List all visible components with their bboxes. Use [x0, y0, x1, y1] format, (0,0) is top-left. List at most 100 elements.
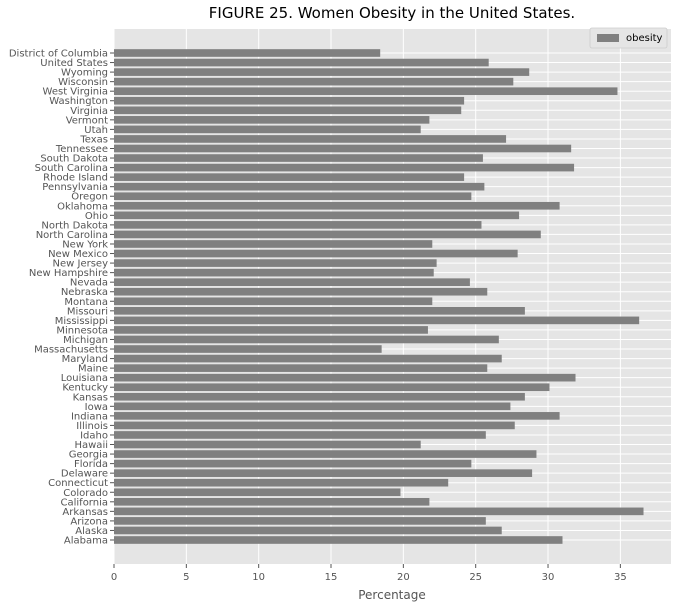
- bar: [114, 287, 488, 296]
- bar: [114, 96, 465, 105]
- x-tick-label: 30: [542, 572, 555, 583]
- bar: [114, 431, 486, 439]
- bar: [114, 421, 515, 430]
- bars: [114, 49, 644, 544]
- y-tick-label: Alaska: [75, 526, 108, 537]
- bar: [114, 526, 502, 535]
- y-tick-label: New Hampshire: [29, 268, 108, 279]
- y-tick-label: New York: [62, 239, 108, 250]
- bar: [114, 49, 381, 57]
- y-tick-label: Rhode Island: [43, 173, 108, 184]
- bar: [114, 249, 518, 258]
- bar: [114, 278, 470, 286]
- y-tick-label: Wyoming: [61, 68, 108, 79]
- bar: [114, 392, 525, 401]
- bar: [114, 335, 499, 344]
- y-tick-label: Nevada: [70, 278, 108, 289]
- bar: [114, 412, 560, 420]
- bar: [114, 450, 537, 458]
- bar: [114, 173, 465, 181]
- y-tick-label: South Carolina: [35, 163, 108, 174]
- x-tick-label: 10: [252, 572, 265, 583]
- y-tick-label: New Mexico: [48, 249, 108, 260]
- bar: [114, 383, 550, 392]
- bar: [114, 517, 486, 525]
- chart-title: FIGURE 25. Women Obesity in the United S…: [209, 4, 575, 22]
- y-tick-label: Indiana: [71, 411, 108, 422]
- y-tick-label: Nebraska: [61, 287, 108, 298]
- y-tick-label: Wisconsin: [58, 77, 108, 88]
- legend-box: [589, 27, 668, 49]
- y-tick-label: Ohio: [85, 211, 108, 222]
- y-tick-label: Washington: [49, 96, 108, 107]
- bar: [114, 230, 541, 239]
- bar: [114, 440, 421, 449]
- y-tick-label: United States: [40, 58, 108, 69]
- bar: [114, 116, 430, 124]
- x-tick-labels: 0 5 10 15 20 25 30 35: [111, 564, 627, 583]
- y-tick-label: Arkansas: [62, 507, 108, 518]
- legend-label: obesity: [626, 33, 663, 44]
- bar: [114, 364, 488, 372]
- y-tick-label: North Dakota: [41, 220, 108, 231]
- bar: [114, 307, 525, 315]
- bar: [114, 135, 507, 143]
- y-tick-label: Oregon: [71, 192, 108, 203]
- x-tick-label: 20: [397, 572, 410, 583]
- y-tick-labels: AlabamaAlaskaArizonaArkansasCaliforniaCo…: [9, 49, 114, 547]
- bar: [114, 488, 401, 497]
- y-tick-label: Illinois: [76, 421, 108, 432]
- bar: [114, 77, 514, 86]
- bar: [114, 125, 421, 134]
- y-tick-label: Pennsylvania: [42, 182, 108, 193]
- bar: [114, 211, 520, 220]
- bar: [114, 58, 489, 67]
- y-tick-label: Mississippi: [55, 316, 108, 327]
- x-tick-label: 35: [614, 572, 627, 583]
- y-tick-label: Hawaii: [74, 440, 108, 451]
- y-tick-label: Utah: [84, 125, 108, 136]
- bar: [114, 106, 462, 115]
- y-tick-label: Michigan: [63, 335, 108, 346]
- y-tick-label: Connecticut: [48, 478, 108, 489]
- legend-swatch: [597, 34, 619, 42]
- bar: [114, 68, 530, 76]
- bar: [114, 240, 433, 248]
- y-tick-label: Oklahoma: [57, 201, 108, 212]
- bar: [114, 345, 382, 353]
- x-tick-label: 0: [111, 572, 117, 583]
- y-tick-label: Virginia: [70, 106, 108, 117]
- y-tick-label: Idaho: [80, 430, 108, 441]
- bar: [114, 87, 618, 96]
- y-tick-label: Kentucky: [62, 383, 108, 394]
- y-tick-label: Maine: [78, 364, 108, 375]
- bar: [114, 354, 502, 363]
- bar: [114, 402, 511, 411]
- bar: [114, 268, 434, 277]
- bar: [114, 192, 472, 201]
- y-tick-label: Missouri: [67, 306, 108, 317]
- y-tick-label: Georgia: [69, 450, 108, 461]
- bar: [114, 459, 472, 468]
- y-tick-label: Minnesota: [56, 325, 108, 336]
- y-tick-label: Delaware: [61, 469, 108, 480]
- y-tick-label: New Jersey: [53, 259, 109, 270]
- bar: [114, 154, 483, 162]
- y-tick-label: Alabama: [64, 536, 108, 547]
- y-tick-label: Vermont: [66, 115, 108, 126]
- bar: [114, 478, 449, 487]
- bar: [114, 182, 485, 191]
- bar: [114, 221, 482, 229]
- y-tick-label: California: [61, 497, 109, 508]
- legend: obesity: [589, 27, 668, 49]
- y-tick-label: Kansas: [73, 392, 108, 403]
- x-tick-label: 15: [325, 572, 338, 583]
- y-tick-label: Colorado: [63, 488, 108, 499]
- y-tick-label: Florida: [74, 459, 108, 470]
- bar: [114, 201, 560, 210]
- y-tick-label: Maryland: [62, 354, 108, 365]
- y-tick-label: Massachusetts: [34, 345, 108, 356]
- bar: [114, 259, 437, 267]
- y-tick-label: Louisiana: [61, 373, 108, 384]
